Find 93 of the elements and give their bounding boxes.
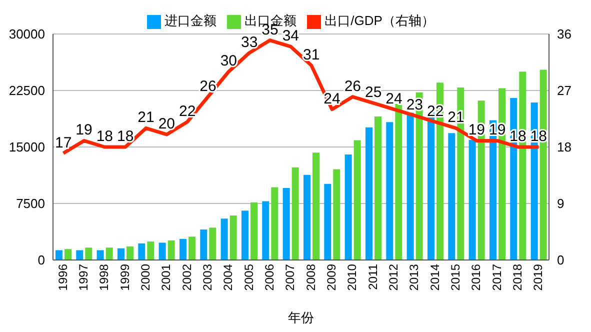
x-tick-label: 2014 [428,264,442,291]
data-label: 18 [116,128,134,145]
x-tick-label: 1997 [76,264,91,291]
bar [188,236,196,260]
bar [324,184,332,260]
x-tick-label: 2013 [407,264,422,291]
data-label: 20 [158,115,176,132]
bar [76,250,84,260]
legend-label: 出口/GDP（右轴） [324,13,434,28]
data-label: 31 [302,46,320,64]
bar [106,248,113,260]
data-label: 26 [200,78,216,95]
data-label: 19 [488,122,506,139]
bar [354,140,361,260]
x-tick-label: 2003 [200,264,215,291]
data-label: 26 [344,78,362,95]
bar [147,242,154,260]
bar [262,201,270,260]
bar [220,218,228,260]
x-tick-label: 2004 [221,264,236,291]
bar [96,250,104,260]
data-label: 21 [138,109,154,126]
data-label: 30 [220,52,238,70]
bar [179,238,186,260]
bar [386,122,394,260]
y-tick-label: 0 [38,252,45,268]
bar [85,248,92,260]
bar [374,116,382,260]
x-axis-title: 年份 [288,310,314,325]
bar [230,216,237,260]
bar [395,104,402,260]
x-tick-label: 2009 [324,264,339,291]
legend-label: 进口金额 [164,13,217,28]
bar [333,169,340,260]
data-label: 18 [96,128,114,145]
bar [292,167,299,260]
bar [303,174,310,260]
data-label: 33 [240,34,258,51]
x-tick-label: 2016 [469,264,484,291]
bar [241,210,248,260]
data-label: 34 [282,28,300,45]
y2-tick-label: 18 [557,140,572,155]
y-tick-label: 15000 [8,140,45,155]
data-label: 24 [386,90,402,108]
bar [344,154,352,260]
x-tick-label: 2012 [386,264,401,291]
x-tick-label: 2006 [262,264,277,291]
data-label: 19 [76,122,92,139]
bar [365,127,372,260]
bar [55,250,62,260]
x-tick-label: 2007 [283,264,298,291]
bar [158,242,166,260]
x-tick-label: 1996 [56,264,70,291]
bar [138,243,146,260]
x-tick-label: 1998 [97,264,112,291]
data-label: 22 [426,102,444,120]
data-label: 18 [530,128,548,145]
x-tick-label: 2000 [138,264,153,291]
x-tick-label: 1999 [118,264,132,291]
bar [117,248,124,260]
bar [209,228,216,260]
bar [271,187,278,260]
y-tick-label: 30000 [8,26,45,42]
x-tick-label: 2008 [304,264,318,291]
x-tick-label: 2015 [448,264,463,291]
bar [200,229,208,260]
x-tick-label: 2011 [366,264,380,290]
bar [64,249,72,260]
bar [168,240,175,260]
x-tick-label: 2005 [242,264,256,291]
y2-tick-label: 0 [557,252,564,268]
x-tick-label: 2019 [531,264,546,291]
y2-tick-label: 36 [557,26,572,42]
y2-tick-label: 9 [557,196,564,212]
bar [312,152,320,260]
data-label: 25 [364,84,382,102]
data-label: 18 [510,128,526,145]
bar [126,246,134,260]
bar [468,140,476,260]
bar [448,133,456,260]
x-tick-label: 2010 [345,264,360,291]
bar [406,112,414,260]
x-tick-label: 2017 [490,264,504,291]
y-tick-label: 7500 [16,196,45,212]
y-tick-label: 22500 [8,83,45,98]
y2-tick-label: 27 [557,83,572,98]
x-tick-label: 2001 [159,264,174,291]
bar [250,202,258,260]
x-tick-label: 2018 [510,264,525,291]
data-label: 17 [54,134,72,152]
x-tick-label: 2002 [180,264,194,291]
data-label: 22 [178,102,196,120]
bar [282,188,290,260]
